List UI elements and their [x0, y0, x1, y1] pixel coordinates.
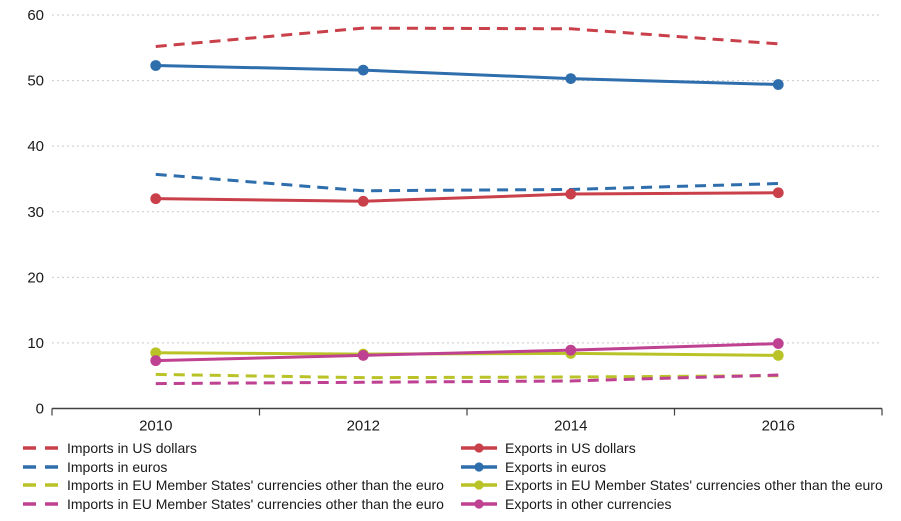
legend-column-right: Exports in US dollars Exports in euros Exp…: [460, 439, 883, 513]
series-0: [155, 26, 779, 48]
x-axis-tick-label: 2016: [762, 418, 795, 435]
data-point: [772, 349, 784, 361]
data-point: [772, 187, 784, 199]
solid-line-marker-legend-icon: [461, 499, 497, 509]
legend-label: Exports in EU Member States' currencies …: [505, 477, 883, 494]
series-2: [155, 372, 779, 380]
series-line: [155, 63, 779, 87]
data-point: [150, 355, 162, 367]
chart-legend: Imports in US dollars Imports in euros Imp…: [0, 437, 901, 521]
series-line: [155, 26, 779, 48]
data-point: [565, 188, 577, 200]
line-chart-plot: 0 10 20 30 40 50 60 2010 2012 2014 2016: [27, 7, 883, 435]
legend-label: Imports in EU Member States' currencies …: [67, 496, 444, 513]
series-line: [155, 191, 779, 203]
gridlines: [52, 14, 882, 344]
data-point: [357, 349, 369, 361]
y-axis-tick-label: 10: [27, 335, 44, 352]
dashed-line-legend-icon: [23, 446, 59, 450]
dashed-line-legend-icon: [23, 502, 59, 506]
data-point: [772, 79, 784, 90]
data-point: [150, 193, 162, 205]
x-axis-tick-label: 2012: [347, 418, 380, 435]
x-axis-tick-label: 2014: [554, 418, 587, 435]
data-point: [357, 64, 369, 76]
x-axis: 2010 2012 2014 2016: [51, 407, 883, 435]
series-4: [150, 187, 784, 207]
y-axis-tick-label: 40: [27, 138, 44, 155]
legend-item: Imports in EU Member States' currencies …: [22, 495, 444, 514]
series-3: [155, 373, 779, 386]
legend-label: Exports in other currencies: [505, 496, 672, 513]
solid-line-marker-legend-icon: [461, 443, 497, 453]
series-line: [155, 342, 779, 363]
legend-item: Exports in EU Member States' currencies …: [460, 476, 883, 495]
y-axis-tick-label: 0: [36, 401, 44, 418]
legend-item: Imports in euros: [22, 458, 444, 477]
legend-item: Imports in EU Member States' currencies …: [22, 476, 444, 495]
data-point: [772, 338, 784, 349]
data-point: [565, 73, 577, 85]
series-7: [150, 338, 784, 367]
x-axis-tick-label: 2010: [139, 418, 172, 435]
solid-line-marker-legend-icon: [461, 480, 497, 491]
series-1: [155, 172, 779, 193]
legend-item: Exports in euros: [460, 458, 883, 477]
data-point: [150, 347, 162, 359]
legend-label: Imports in EU Member States' currencies …: [67, 477, 444, 494]
series-line: [155, 172, 779, 193]
data-point: [565, 344, 577, 356]
legend-item: Exports in other currencies: [460, 495, 883, 514]
legend-label: Imports in US dollars: [67, 440, 197, 457]
legend-label: Exports in US dollars: [505, 440, 636, 457]
y-axis-tick-label: 50: [27, 73, 44, 90]
legend-item: Exports in US dollars: [460, 439, 883, 458]
y-axis: 0 10 20 30 40 50 60: [27, 7, 44, 418]
dashed-line-legend-icon: [23, 465, 59, 469]
legend-label: Exports in euros: [505, 458, 607, 475]
y-axis-tick-label: 20: [27, 269, 44, 286]
legend-item: Imports in US dollars: [22, 439, 444, 458]
series-line: [155, 373, 779, 386]
y-axis-tick-label: 60: [27, 7, 44, 24]
y-axis-tick-label: 30: [27, 204, 44, 221]
legend-label: Imports in euros: [67, 458, 168, 475]
series-5: [150, 60, 784, 90]
data-point: [150, 60, 162, 71]
dashed-line-legend-icon: [23, 483, 59, 488]
series-line: [155, 372, 779, 380]
data-point: [357, 195, 369, 207]
legend-column-left: Imports in US dollars Imports in euros Imp…: [22, 439, 444, 513]
solid-line-marker-legend-icon: [461, 462, 497, 472]
